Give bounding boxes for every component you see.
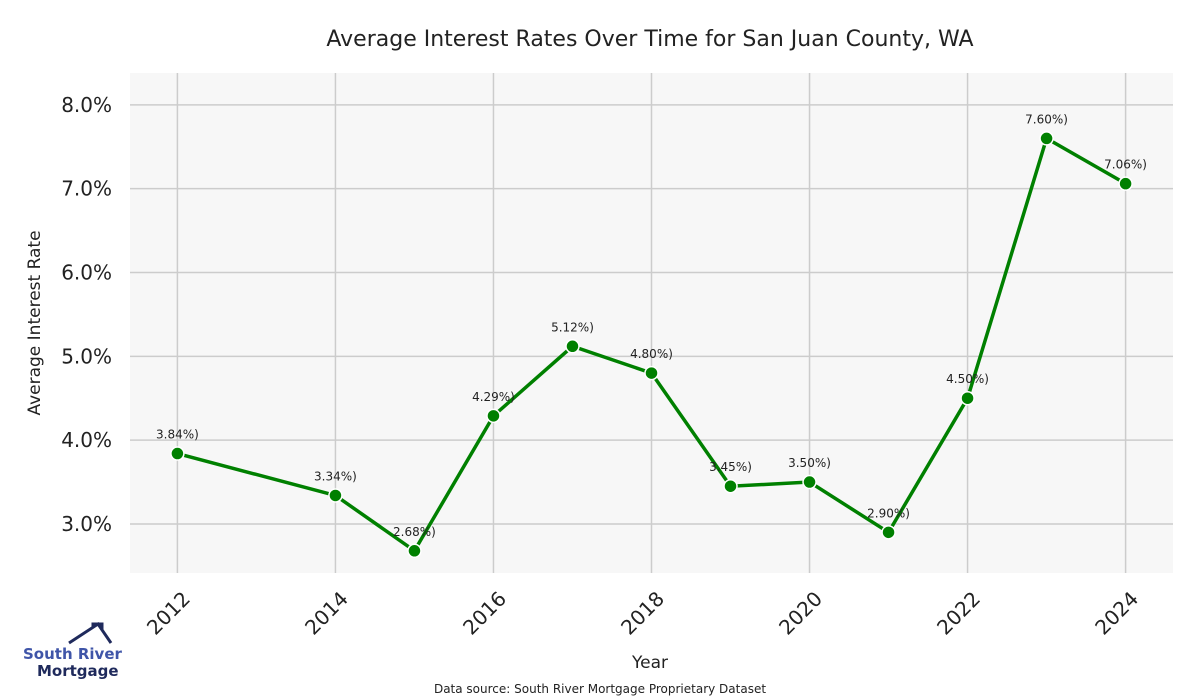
- data-point: [170, 446, 185, 461]
- data-label: 4.50%): [946, 372, 989, 386]
- logo-line1: South River: [23, 645, 123, 663]
- data-label: 2.90%): [867, 506, 910, 520]
- data-point: [881, 525, 896, 540]
- series-line: [176, 135, 1127, 554]
- house-icon: [68, 621, 113, 645]
- y-tick-label: 8.0%: [61, 93, 112, 117]
- data-label: 4.80%): [630, 347, 673, 361]
- data-point: [644, 365, 659, 381]
- data-source: Data source: South River Mortgage Propri…: [434, 682, 766, 696]
- x-tick-label: 2012: [142, 587, 195, 640]
- data-point: [407, 543, 422, 559]
- grid: [130, 73, 1173, 573]
- data-point: [802, 474, 817, 490]
- data-label: 5.12%): [551, 320, 594, 334]
- data-label: 3.50%): [788, 456, 831, 470]
- y-tick-label: 4.0%: [61, 428, 112, 452]
- data-label: 2.68%): [393, 525, 436, 539]
- x-tick-label: 2020: [774, 587, 827, 640]
- data-point: [328, 488, 343, 503]
- data-label: 4.29%): [472, 390, 515, 404]
- x-tick-label: 2016: [458, 587, 511, 640]
- data-point: [565, 339, 580, 354]
- data-label: 3.84%): [156, 428, 199, 442]
- y-axis-label: Average Interest Rate: [25, 230, 45, 415]
- data-label: 7.06%): [1104, 158, 1147, 172]
- y-tick-label: 5.0%: [61, 344, 112, 368]
- data-point: [1118, 176, 1133, 191]
- x-tick-label: 2014: [300, 587, 353, 640]
- data-label: 7.60%): [1025, 112, 1068, 126]
- data-label: 3.45%): [709, 460, 752, 474]
- y-tick-label: 7.0%: [61, 177, 112, 201]
- data-point: [960, 390, 975, 406]
- x-tick-label: 2024: [1090, 587, 1143, 640]
- data-point: [486, 408, 501, 424]
- x-tick-label: 2022: [932, 587, 985, 640]
- x-axis-label: Year: [631, 653, 668, 673]
- data-point: [1039, 131, 1054, 146]
- x-tick-label: 2018: [616, 587, 669, 640]
- y-tick-label: 3.0%: [61, 512, 112, 536]
- logo-line2: Mortgage: [37, 662, 119, 680]
- logo: South River Mortgage: [23, 621, 123, 680]
- data-label: 3.34%): [314, 469, 357, 483]
- chart-title: Average Interest Rates Over Time for San…: [326, 27, 973, 52]
- y-tick-label: 6.0%: [61, 260, 112, 284]
- data-point: [723, 478, 738, 494]
